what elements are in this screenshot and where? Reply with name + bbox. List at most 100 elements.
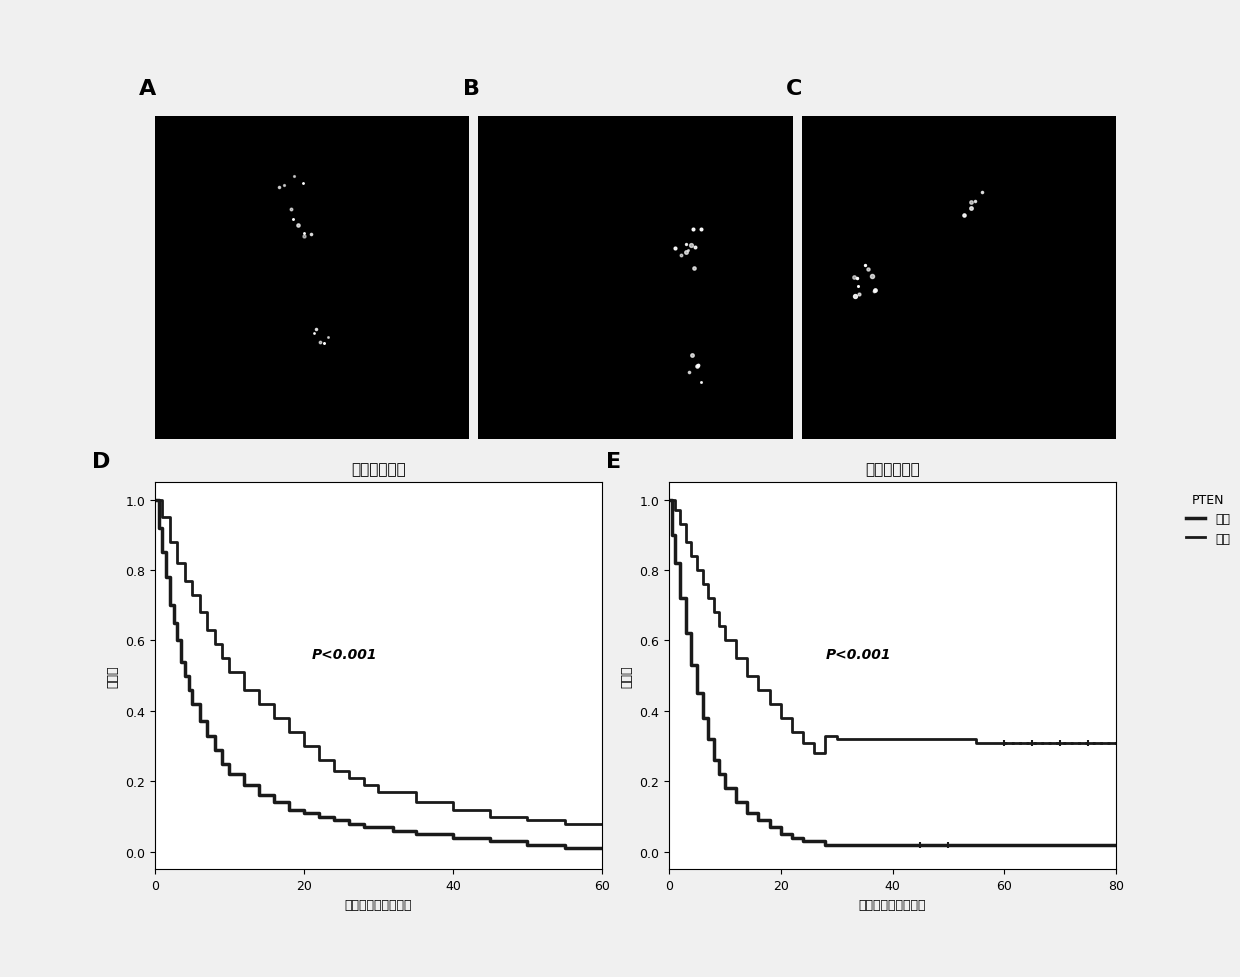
阴性: [696, 712, 711, 724]
阴性: [689, 688, 704, 700]
阳性: [170, 558, 185, 570]
阴性: [326, 815, 341, 827]
阴性: [181, 684, 196, 696]
阴性: [200, 730, 215, 742]
阴性: [162, 600, 177, 612]
阳性: [751, 684, 766, 696]
阳性: [707, 607, 722, 618]
阳性: [482, 811, 497, 823]
阳性: [281, 727, 296, 739]
阳性: [155, 512, 170, 524]
阴性: [997, 839, 1012, 851]
阴性: [1080, 839, 1095, 851]
阴性: [885, 839, 900, 851]
阳性: [673, 519, 688, 531]
Legend: 阴性, 阳性: 阴性, 阳性: [1182, 488, 1235, 550]
阳性: [222, 666, 237, 678]
阴性: [729, 797, 744, 809]
阴性: [718, 783, 733, 794]
阳性: [207, 638, 222, 650]
阴性: [557, 842, 572, 854]
Title: 无瘁生存曲线: 无瘁生存曲线: [351, 462, 405, 477]
阳性: [252, 699, 267, 710]
X-axis label: 总体存活时间（月）: 总体存活时间（月）: [859, 898, 926, 911]
阳性: [237, 684, 252, 696]
阴性: [151, 523, 166, 534]
阳性: [356, 780, 371, 791]
阴性: [215, 758, 229, 770]
阳性: [1109, 737, 1123, 748]
阴性: [740, 807, 755, 819]
阴性: [667, 558, 682, 570]
阳性: [662, 494, 677, 506]
阴性: [857, 839, 872, 851]
阴性: [166, 617, 181, 629]
阴性: [296, 807, 311, 819]
阴性: [207, 744, 222, 756]
阴性: [185, 699, 200, 710]
阴性: [237, 780, 252, 791]
阴性: [785, 832, 800, 844]
Text: P<0.001: P<0.001: [311, 648, 377, 661]
Text: E: E: [606, 451, 621, 472]
阴性: [763, 822, 777, 833]
阴性: [148, 494, 162, 506]
阳性: [371, 786, 386, 798]
阳性: [557, 818, 572, 829]
Text: B: B: [463, 78, 480, 99]
Line: 阳性: 阳性: [155, 500, 601, 824]
Text: D: D: [93, 451, 110, 472]
阴性: [678, 628, 693, 640]
阳性: [192, 607, 207, 618]
阴性: [818, 839, 833, 851]
阳性: [913, 734, 928, 745]
阴性: [371, 822, 386, 833]
阳性: [830, 734, 844, 745]
阴性: [841, 839, 856, 851]
阳性: [200, 624, 215, 636]
阴性: [796, 835, 811, 847]
阴性: [520, 839, 534, 851]
阳性: [594, 818, 609, 829]
阴性: [662, 494, 677, 506]
Line: 阳性: 阳性: [670, 500, 1116, 753]
阳性: [968, 737, 983, 748]
阴性: [830, 839, 844, 851]
阳性: [341, 772, 356, 784]
阴性: [684, 659, 699, 671]
阴性: [594, 842, 609, 854]
Text: C: C: [786, 78, 802, 99]
阴性: [968, 839, 983, 851]
阴性: [281, 804, 296, 816]
阳性: [326, 765, 341, 777]
Y-axis label: 累积生: 累积生: [107, 664, 120, 687]
阳性: [684, 550, 699, 562]
阴性: [159, 572, 174, 583]
阴性: [1053, 839, 1068, 851]
Title: 总体生存曲线: 总体生存曲线: [866, 462, 920, 477]
阳性: [740, 670, 755, 682]
阳性: [785, 727, 800, 739]
阴性: [174, 656, 188, 667]
Text: P<0.001: P<0.001: [826, 648, 892, 661]
阳性: [267, 712, 281, 724]
阴性: [712, 769, 727, 781]
阳性: [520, 815, 534, 827]
阴性: [1024, 839, 1039, 851]
阳性: [148, 494, 162, 506]
阳性: [997, 737, 1012, 748]
阴性: [482, 835, 497, 847]
阳性: [311, 754, 326, 766]
阴性: [673, 593, 688, 605]
阳性: [215, 653, 229, 664]
Line: 阴性: 阴性: [670, 500, 1116, 845]
阴性: [913, 839, 928, 851]
阴性: [751, 815, 766, 827]
阴性: [701, 734, 715, 745]
阳性: [796, 737, 811, 748]
阳性: [296, 741, 311, 752]
阴性: [774, 828, 789, 840]
阳性: [678, 536, 693, 548]
X-axis label: 无瘁生存时间（月）: 无瘁生存时间（月）: [345, 898, 412, 911]
Y-axis label: 累积生: 累积生: [621, 664, 634, 687]
